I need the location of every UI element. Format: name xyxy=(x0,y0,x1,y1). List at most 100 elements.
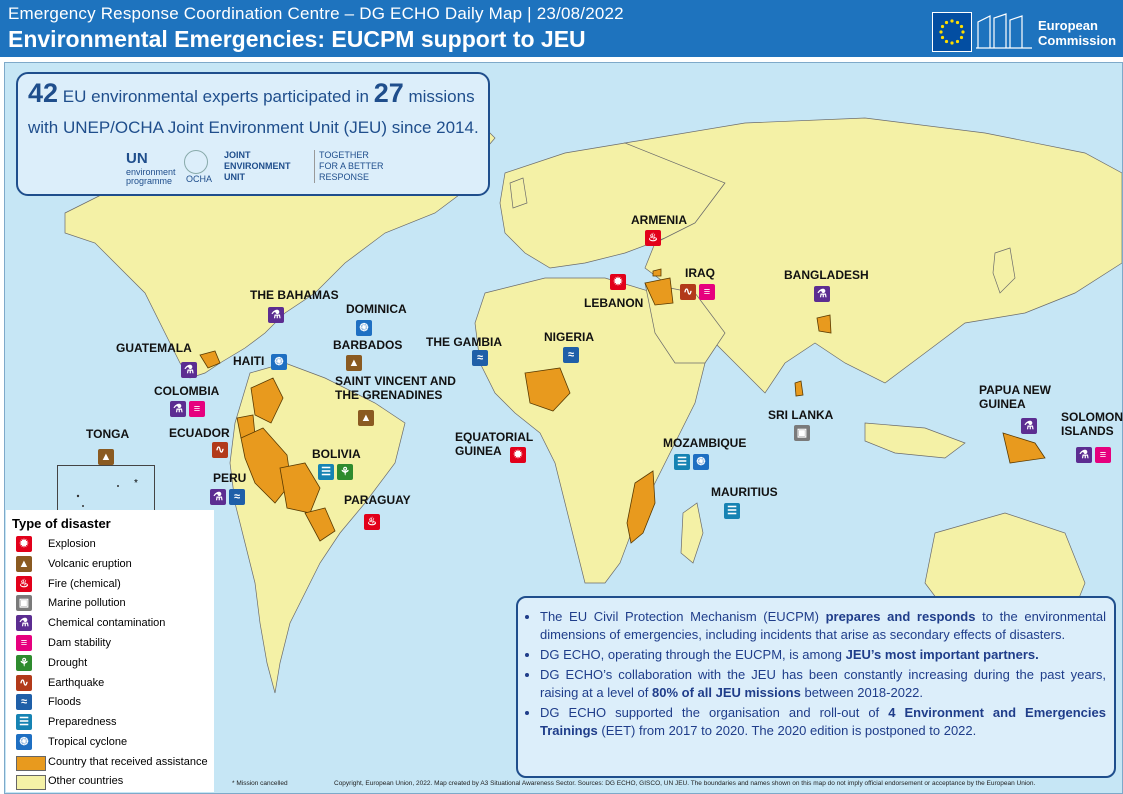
preparedness-icon: ☰ xyxy=(674,454,690,470)
nigeria-assisted xyxy=(524,367,571,412)
floods-icon: ≈ xyxy=(16,694,32,711)
legend-label: Earthquake xyxy=(48,676,105,689)
header-bar: Emergency Response Coordination Centre –… xyxy=(0,0,1123,57)
volcanic-icon: ▲ xyxy=(16,555,32,572)
explosion-icon: ✹ xyxy=(510,447,526,463)
dam-icon: ≡ xyxy=(189,401,205,417)
preparedness-icon: ☰ xyxy=(724,503,740,519)
info-bullet-2: DG ECHO, operating through the EUCPM, is… xyxy=(540,646,1106,664)
legend-label: Preparedness xyxy=(48,716,117,729)
ec-logo-text: European Commission xyxy=(1038,18,1117,48)
country-label-bolivia: BOLIVIA xyxy=(312,447,361,461)
chemical-icon: ⚗ xyxy=(181,362,197,378)
colombia-assisted xyxy=(250,377,284,424)
cyclone-icon: ֍ xyxy=(16,734,32,750)
chemical-icon: ⚗ xyxy=(210,489,226,505)
volcanic-icon: ▲ xyxy=(358,410,374,426)
country-label-peru: PERU xyxy=(213,471,247,485)
country-label-bangladesh: BANGLADESH xyxy=(784,268,869,282)
copyright: Copyright, European Union, 2022. Map cre… xyxy=(334,780,1036,787)
info-box: The EU Civil Protection Mechanism (EUCPM… xyxy=(516,596,1116,778)
floods-icon: ≈ xyxy=(229,489,245,505)
country-label-lebanon: LEBANON xyxy=(584,296,644,310)
legend-label: Volcanic eruption xyxy=(48,557,132,570)
country-label-mauritius: MAURITIUS xyxy=(711,485,778,499)
floods-icon: ≈ xyxy=(472,350,488,366)
country-label-sri-lanka: SRI LANKA xyxy=(768,408,834,422)
european-commission-logo: European Commission xyxy=(932,8,1122,52)
country-label-barbados: BARBADOS xyxy=(333,338,403,352)
uk-landmass xyxy=(509,177,528,209)
country-label-iraq: IRAQ xyxy=(685,266,715,280)
dam-icon: ≡ xyxy=(1095,447,1111,463)
cyclone-icon: ֍ xyxy=(693,454,709,470)
chemical-icon: ⚗ xyxy=(1076,447,1092,463)
assisted-swatch xyxy=(16,756,46,771)
floods-icon: ≈ xyxy=(563,347,579,363)
mexico-guatemala-assisted xyxy=(199,350,221,369)
legend-label: Marine pollution xyxy=(48,597,126,610)
dam-icon: ≡ xyxy=(699,284,715,300)
sri-lanka-assisted xyxy=(794,380,804,397)
country-label-paraguay: PARAGUAY xyxy=(344,493,411,507)
country-label-colombia: COLOMBIA xyxy=(154,384,220,398)
stats-line-1: 42 EU environmental experts participated… xyxy=(28,78,475,108)
jeu-tagline: TOGETHER FOR A BETTER RESPONSE xyxy=(314,150,387,183)
info-bullet-3: DG ECHO’s collaboration with the JEU has… xyxy=(540,666,1106,702)
legend-label: Chemical contamination xyxy=(48,617,166,630)
volcanic-icon: ▲ xyxy=(98,449,114,465)
preparedness-icon: ☰ xyxy=(16,714,32,731)
map-subtitle: Emergency Response Coordination Centre –… xyxy=(8,4,624,23)
stats-box: 42 EU environmental experts participated… xyxy=(16,72,490,196)
volcanic-icon: ▲ xyxy=(346,355,362,371)
country-label-mozambique: MOZAMBIQUE xyxy=(663,436,747,450)
preparedness-icon: ☰ xyxy=(318,464,334,480)
stats-line-2: with UNEP/OCHA Joint Environment Unit (J… xyxy=(28,118,479,137)
asia-landmass xyxy=(623,117,1122,394)
other-swatch xyxy=(16,775,46,790)
mozambique-assisted xyxy=(626,470,656,544)
country-label-the-bahamas: THE BAHAMAS xyxy=(250,288,339,302)
marine-icon: ▣ xyxy=(794,425,810,441)
iraq-assisted xyxy=(644,277,674,306)
earthquake-icon: ∿ xyxy=(680,284,696,300)
drought-icon: ⚘ xyxy=(16,654,32,671)
legend-label: Explosion xyxy=(48,538,96,550)
cyclone-icon: ֍ xyxy=(271,354,287,370)
dam-icon: ≡ xyxy=(16,635,32,651)
country-label-saint-vincent-and-the-grenadines: SAINT VINCENT AND THE GRENADINES xyxy=(335,374,456,402)
fire-icon: ♨ xyxy=(16,575,32,592)
marine-icon: ▣ xyxy=(16,595,32,612)
explosion-icon: ✹ xyxy=(16,536,32,552)
drought-icon: ⚘ xyxy=(337,464,353,480)
legend: Type of disaster ✹ Explosion ▲ Volcanic eru… xyxy=(6,510,214,792)
chemical-icon: ⚗ xyxy=(170,401,186,417)
legend-label: Drought xyxy=(48,656,88,669)
country-label-haiti: HAITI xyxy=(233,354,265,368)
commission-building-icon xyxy=(976,13,1032,49)
chemical-icon: ⚗ xyxy=(1021,418,1037,434)
indonesia-landmass xyxy=(864,422,966,459)
country-label-armenia: ARMENIA xyxy=(631,213,687,227)
legend-title: Type of disaster xyxy=(12,516,111,531)
earthquake-icon: ∿ xyxy=(16,674,32,691)
info-bullet-4: DG ECHO supported the organisation and r… xyxy=(540,704,1106,740)
legend-label: Fire (chemical) xyxy=(48,577,121,590)
explosion-icon: ✹ xyxy=(610,274,626,290)
country-label-equatorial-guinea: EQUATORIAL GUINEA xyxy=(455,430,534,458)
earthquake-icon: ∿ xyxy=(212,442,228,458)
ocha-logo: OCHA xyxy=(186,174,213,184)
info-bullet-1: The EU Civil Protection Mechanism (EUCPM… xyxy=(540,608,1106,644)
country-label-guatemala: GUATEMALA xyxy=(116,341,192,355)
armenia-assisted xyxy=(652,268,662,277)
country-label-nigeria: NIGERIA xyxy=(544,330,595,344)
legend-label: Floods xyxy=(48,696,82,709)
country-label-ecuador: ECUADOR xyxy=(169,426,230,440)
legend-label: Tropical cyclone xyxy=(48,736,128,748)
country-label-dominica: DOMINICA xyxy=(346,302,407,316)
chemical-icon: ⚗ xyxy=(16,615,32,632)
papua-new-guinea-assisted xyxy=(1002,432,1046,464)
map-title: Environmental Emergencies: EUCPM support… xyxy=(8,26,586,52)
paraguay-assisted xyxy=(304,507,336,542)
country-label-solomon-islands: SOLOMON ISLANDS xyxy=(1061,410,1123,438)
